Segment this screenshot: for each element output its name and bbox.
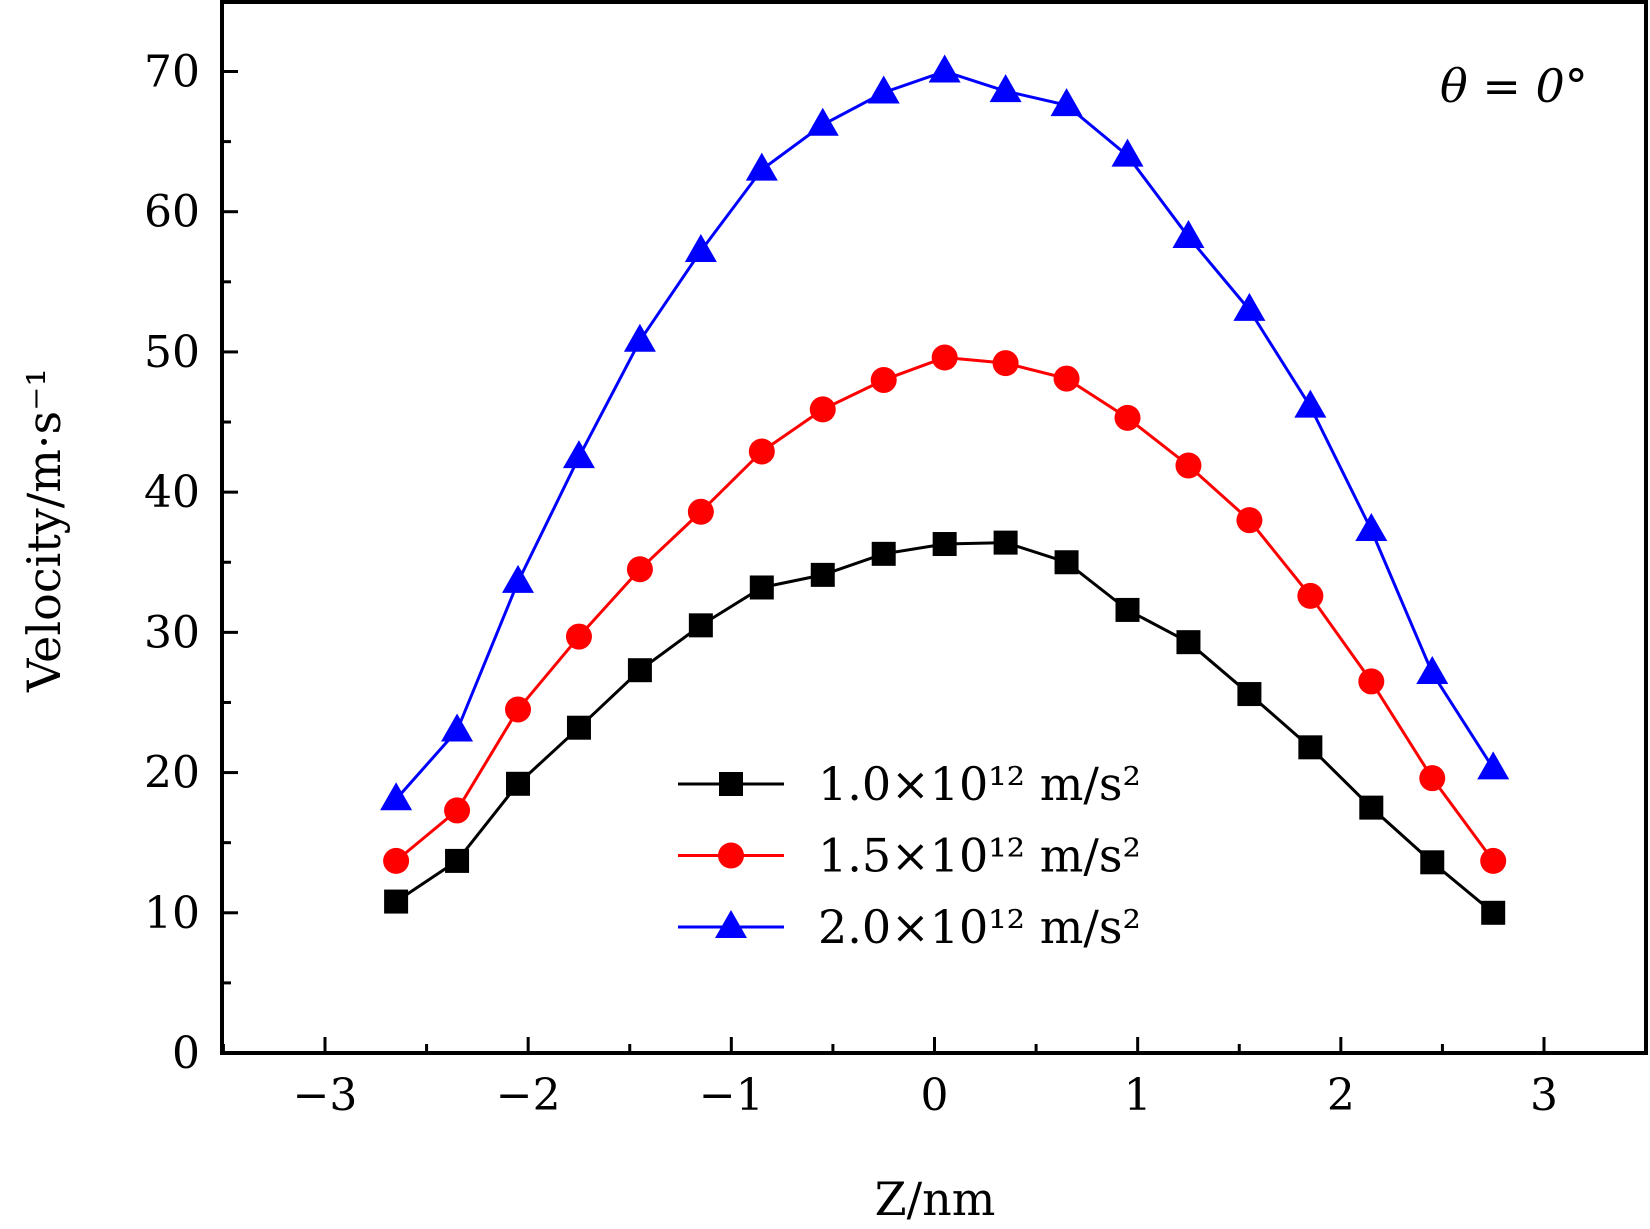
data-point xyxy=(1175,452,1202,479)
data-point xyxy=(870,366,897,393)
data-point xyxy=(1298,735,1323,760)
legend-item-2: 1.5×10¹² m/s² xyxy=(678,829,1141,883)
x-tick-label: 2 xyxy=(1327,1070,1355,1121)
x-tick-label: 0 xyxy=(921,1070,949,1121)
data-point xyxy=(1480,847,1507,874)
data-point xyxy=(384,889,409,914)
data-point xyxy=(626,556,653,583)
y-tick-label: 40 xyxy=(144,467,200,518)
data-point xyxy=(1111,138,1144,167)
y-tick-label: 60 xyxy=(144,187,200,238)
legend-item-3: 2.0×10¹² m/s² xyxy=(678,900,1141,954)
data-point xyxy=(993,530,1018,555)
y-tick-label: 70 xyxy=(144,47,200,98)
x-tick-label: −1 xyxy=(699,1070,764,1121)
legend: 1.0×10¹² m/s² 1.5×10¹² m/s² 2.0×10¹² m/s² xyxy=(678,757,1141,954)
x-axis-label: Z/nm xyxy=(875,1172,996,1226)
data-point xyxy=(1172,219,1205,248)
y-axis-label: Velocity/m·s⁻¹ xyxy=(17,368,71,693)
data-point xyxy=(749,575,774,600)
legend-label: 1.0×10¹² m/s² xyxy=(818,757,1141,811)
data-point xyxy=(684,233,717,262)
x-tick-label: −3 xyxy=(293,1070,358,1121)
data-point xyxy=(1236,507,1263,534)
data-point xyxy=(1050,88,1083,117)
data-point xyxy=(444,797,471,824)
y-tick-label: 30 xyxy=(144,607,200,658)
data-point xyxy=(383,847,410,874)
series-line xyxy=(394,69,1495,801)
legend-label: 2.0×10¹² m/s² xyxy=(818,900,1141,954)
x-tick-label: −2 xyxy=(496,1070,561,1121)
data-point xyxy=(565,623,592,650)
annotation-theta: θ = 0° xyxy=(1440,59,1588,113)
data-point xyxy=(1355,513,1388,542)
legend-label: 1.5×10¹² m/s² xyxy=(818,829,1141,883)
data-point xyxy=(623,323,656,352)
data-point xyxy=(748,438,775,465)
y-tick-label: 50 xyxy=(144,327,200,378)
data-point xyxy=(1481,900,1506,925)
data-point xyxy=(441,713,474,742)
x-tick-label: 1 xyxy=(1124,1070,1152,1121)
data-point xyxy=(806,107,839,136)
data-point xyxy=(1053,365,1080,392)
data-point xyxy=(1115,597,1140,622)
data-point xyxy=(1233,292,1266,321)
data-point xyxy=(810,562,835,587)
data-point xyxy=(506,771,531,796)
data-point xyxy=(505,696,532,723)
data-point xyxy=(688,613,713,638)
y-tick-label: 20 xyxy=(144,748,200,799)
data-point xyxy=(1419,765,1446,792)
data-point xyxy=(502,564,535,593)
data-point xyxy=(1294,389,1327,418)
data-point xyxy=(627,658,652,683)
legend-item-1: 1.0×10¹² m/s² xyxy=(678,757,1141,811)
data-point xyxy=(1237,682,1262,707)
data-point xyxy=(380,782,413,811)
data-point xyxy=(931,344,958,371)
legend-marker xyxy=(719,772,743,796)
plot-frame xyxy=(220,0,1648,1055)
data-point xyxy=(932,532,957,557)
series-group xyxy=(380,54,1510,925)
data-point xyxy=(1420,850,1445,875)
data-point xyxy=(1297,582,1324,609)
data-point xyxy=(1416,656,1449,685)
data-point xyxy=(809,396,836,423)
legend-marker xyxy=(718,842,744,869)
data-point xyxy=(1359,795,1384,820)
x-tick-label: 3 xyxy=(1530,1070,1558,1121)
data-point xyxy=(687,498,714,525)
data-point xyxy=(1176,630,1201,655)
data-point xyxy=(1358,668,1385,695)
series-2 xyxy=(383,344,1507,874)
y-tick-label: 0 xyxy=(172,1028,200,1079)
y-tick-label: 10 xyxy=(144,888,200,939)
data-point xyxy=(1054,550,1079,575)
data-point xyxy=(1477,751,1510,780)
data-point xyxy=(928,54,961,83)
legend-marker xyxy=(715,910,747,938)
data-point xyxy=(989,74,1022,103)
data-point xyxy=(1114,404,1141,431)
data-point xyxy=(562,440,595,469)
data-point xyxy=(867,75,900,104)
series-1 xyxy=(384,530,1506,925)
data-point xyxy=(745,152,778,181)
data-point xyxy=(992,350,1019,377)
data-point xyxy=(566,715,591,740)
data-point xyxy=(871,541,896,566)
data-point xyxy=(445,848,470,873)
series-3 xyxy=(380,54,1510,811)
